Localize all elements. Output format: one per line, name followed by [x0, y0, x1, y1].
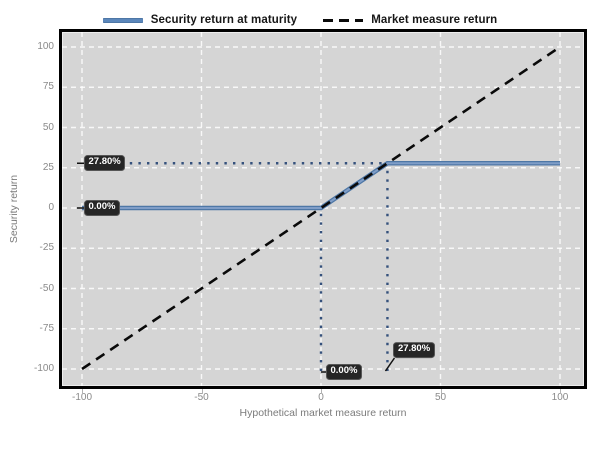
x-tick-mark [560, 389, 561, 394]
plot-area: 27.80% 0.00% 0.00% 27.80% [59, 29, 587, 389]
y-tick-label: 0 [48, 202, 54, 213]
chart-svg [62, 32, 584, 386]
x-tick-label: 0 [318, 392, 324, 403]
annotation-label: 27.80% [84, 155, 126, 172]
legend-label-market-return: Market measure return [371, 14, 498, 26]
x-tick-mark [201, 389, 203, 394]
x-tick-label: 50 [434, 392, 447, 403]
y-tick-label: -100 [33, 363, 54, 374]
legend-item-market-return: Market measure return [323, 14, 497, 26]
solid-line-swatch [102, 17, 143, 23]
y-tick-label: 75 [42, 81, 54, 93]
annotation-leader [384, 357, 396, 372]
x-tick-label: -50 [194, 392, 209, 403]
annotation-label: 0.00% [326, 364, 362, 380]
y-tick-label: 50 [42, 121, 54, 133]
annotation-label: 0.00% [84, 200, 120, 216]
x-tick-label: 100 [551, 392, 569, 403]
x-tick-mark [82, 389, 83, 394]
y-tick-label: -25 [39, 242, 54, 254]
legend: Security return at maturity Market measu… [0, 10, 600, 30]
x-tick-label: -100 [71, 392, 92, 403]
x-axis-title: Hypothetical market measure return [239, 407, 407, 419]
y-axis-title: Security return [8, 174, 20, 244]
dashed-line-swatch [323, 18, 364, 22]
y-tick-label: 100 [37, 41, 54, 52]
legend-item-security-return: Security return at maturity [102, 14, 298, 26]
y-tick-label: -75 [39, 322, 54, 334]
y-tick-label: -50 [39, 282, 54, 294]
annotation-label: 27.80% [393, 342, 435, 358]
series-market-return-dashed-line [81, 45, 561, 371]
x-tick-mark [321, 389, 322, 394]
x-tick-mark [440, 389, 442, 394]
legend-label-security-return: Security return at maturity [150, 14, 298, 26]
y-tick-label: 25 [42, 161, 54, 173]
